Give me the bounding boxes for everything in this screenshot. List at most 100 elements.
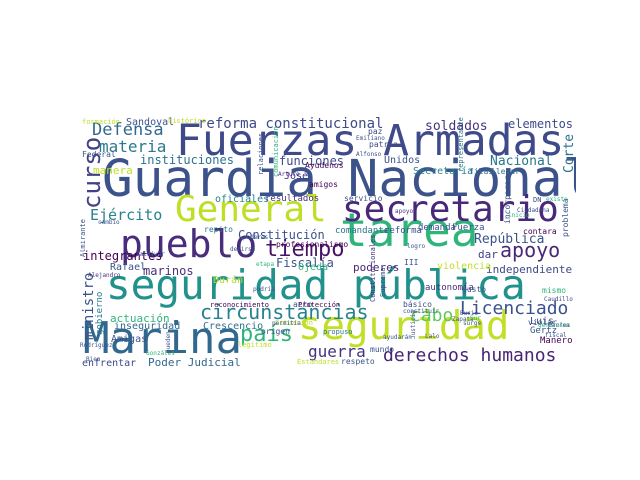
word: Caudillo	[544, 296, 573, 303]
word: respeto	[341, 357, 375, 366]
word: Bucio	[460, 310, 479, 317]
word: manera	[93, 164, 133, 177]
word: fiscal	[545, 332, 567, 339]
word: propuso	[323, 328, 353, 336]
word: guerra	[308, 342, 366, 361]
word: Durán	[213, 275, 244, 286]
word: apoyo	[395, 208, 414, 215]
word: Fuerzas Armadas	[176, 117, 565, 166]
word: logro	[407, 243, 426, 250]
word: reforma constitucional	[198, 117, 384, 132]
word: país	[240, 322, 293, 347]
word: relaciones	[257, 132, 265, 175]
word: Sandoval	[126, 117, 175, 128]
word: independiente	[486, 263, 573, 276]
word: inicio	[508, 212, 530, 219]
word: Almirante	[80, 219, 87, 257]
word: José	[284, 171, 309, 182]
word: Poder Judicial	[148, 356, 241, 367]
word: Zaldívar	[136, 251, 165, 258]
word: permitía	[272, 320, 301, 327]
word: Corte	[562, 133, 576, 173]
word: decirse	[230, 246, 256, 253]
word-cloud: Guardia Nacional Fuerzas Armadas Marina …	[80, 117, 576, 367]
word: Arturo	[278, 171, 300, 178]
word: Carrea	[548, 322, 570, 329]
word: comunicación	[272, 126, 280, 177]
word: Ayudenos	[305, 161, 344, 170]
word: formación	[82, 118, 120, 126]
word: derechos humanos	[383, 345, 557, 366]
word: origen	[261, 327, 290, 336]
word: legítimo	[238, 341, 272, 349]
word: Bien	[86, 356, 101, 363]
word: generales	[538, 322, 571, 329]
word: problema	[561, 198, 570, 237]
word: ayudarán	[383, 334, 412, 341]
word: seguridad	[298, 304, 510, 349]
word: actuación	[110, 312, 170, 325]
word: violar	[528, 318, 557, 327]
word: Estándares	[297, 358, 340, 366]
word: Manero	[540, 336, 573, 346]
word: representante	[457, 117, 465, 172]
word: apoyo	[500, 238, 561, 262]
word: Fuerza	[452, 223, 485, 233]
word: Suprema	[379, 267, 387, 297]
word: Protección	[298, 301, 341, 309]
word: Alfonso	[356, 151, 382, 158]
word: servicio	[344, 194, 383, 203]
word: mismo	[542, 286, 567, 295]
word: tiempo	[265, 237, 345, 262]
word: Lalo	[425, 333, 440, 340]
word: patria	[369, 140, 398, 149]
word: constituir	[403, 308, 440, 315]
word: Fiscalía	[276, 256, 334, 270]
word: Nacional	[490, 154, 553, 169]
word: acto	[293, 300, 313, 309]
word: amigos	[309, 180, 338, 189]
word: República	[474, 232, 545, 247]
word: DN	[533, 196, 542, 204]
word: circunstancias	[200, 300, 369, 324]
word: Unidos	[384, 155, 421, 166]
word: integrantes	[83, 249, 163, 263]
word: Defensa	[92, 120, 164, 140]
word: violencia	[437, 261, 492, 272]
word: Gertz	[530, 326, 558, 336]
word: Amigas	[111, 334, 148, 345]
word: gobierno	[95, 291, 105, 335]
word: filas	[469, 167, 494, 176]
word: Sur	[470, 315, 481, 322]
word: demanda	[418, 223, 456, 233]
word: profesionalismo	[276, 240, 349, 249]
word: Rafael	[110, 262, 147, 273]
word: Licenciado	[460, 298, 569, 319]
word: básico	[403, 300, 432, 309]
word: inseguridad	[114, 321, 181, 332]
word: podría	[253, 286, 275, 293]
word: Crescencio	[203, 321, 264, 332]
word: paz	[368, 127, 383, 136]
word: cambio	[98, 219, 120, 226]
word: seguridad pública	[106, 261, 526, 309]
word: poderes	[353, 261, 400, 274]
word: marinos	[143, 264, 194, 278]
word: mundo	[370, 345, 395, 354]
word: instituciones	[140, 153, 234, 167]
word: Marina	[83, 313, 242, 364]
word: Ciudadana	[517, 207, 550, 214]
word: General	[175, 189, 327, 230]
word: Alejandro	[88, 272, 121, 279]
word: tarea	[340, 203, 479, 257]
word: cabo	[410, 305, 454, 326]
word: pueblo	[120, 222, 258, 266]
word: Gonzáles	[146, 350, 175, 357]
word: gusto	[462, 285, 487, 294]
word: oficiales	[215, 194, 270, 205]
word: Federal	[82, 150, 116, 159]
word: Ojeda	[298, 262, 329, 273]
word: Constitución	[238, 228, 325, 242]
word: autonomía	[425, 283, 474, 293]
word: reconocimiento	[210, 301, 270, 309]
